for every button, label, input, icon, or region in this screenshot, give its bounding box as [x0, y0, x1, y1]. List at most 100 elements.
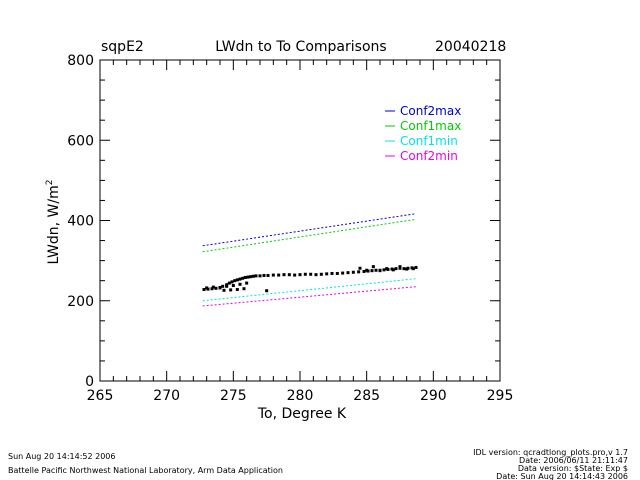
observation-point	[341, 271, 345, 275]
observation-point	[262, 273, 266, 277]
observation-point	[246, 275, 250, 279]
observation-point	[266, 273, 270, 277]
observation-point	[254, 274, 258, 278]
y-axis-label-superscript: 2	[45, 180, 55, 186]
observation-point	[230, 280, 234, 284]
observation-point	[210, 287, 214, 291]
observation-point	[229, 288, 233, 292]
observation-point	[205, 286, 209, 290]
series-line-conf1max	[202, 218, 417, 253]
date-label: 20040218	[435, 39, 506, 55]
observation-point	[303, 272, 307, 276]
observation-point	[394, 267, 398, 271]
observation-point	[346, 271, 350, 275]
observation-point	[325, 272, 329, 276]
y-axis-label-group: LWdn, W/m2	[45, 180, 62, 265]
y-axis-label-text: LWdn, W/m	[46, 185, 62, 264]
observation-point	[221, 284, 225, 288]
footer-institution: Battelle Pacific Northwest National Labo…	[8, 466, 283, 475]
y-tick-label: 800	[67, 53, 94, 69]
footer-data-version: Data version: $State: Exp $	[518, 464, 628, 473]
observation-point	[411, 267, 415, 271]
y-tick-label: 400	[67, 214, 94, 230]
x-tick-label: 285	[353, 388, 380, 404]
observation-point	[378, 269, 382, 273]
observation-point	[374, 268, 378, 272]
observation-point	[243, 275, 247, 279]
series-line-conf2min	[202, 286, 417, 307]
y-tick-label: 200	[67, 294, 94, 310]
x-tick-label: 275	[220, 388, 247, 404]
observation-point	[287, 273, 291, 277]
y-axis-label: LWdn, W/m2	[45, 180, 62, 265]
y-tick-label: 600	[67, 133, 94, 149]
observation-point	[405, 267, 409, 271]
observation-point	[398, 265, 402, 269]
observation-point	[249, 275, 253, 279]
observation-point	[202, 288, 206, 292]
footer-timestamp: Sun Aug 20 14:14:52 2006	[8, 452, 115, 461]
observation-point	[245, 281, 249, 285]
observation-point	[225, 283, 229, 287]
observation-point	[227, 281, 231, 285]
observation-point	[238, 282, 242, 286]
observation-point	[271, 273, 275, 277]
observation-point	[214, 286, 218, 290]
observation-point	[385, 267, 389, 271]
observation-point	[233, 279, 237, 283]
observation-point	[218, 286, 222, 290]
observation-point	[222, 288, 226, 292]
observation-point	[293, 273, 297, 277]
observation-point	[231, 284, 235, 288]
legend-label: Conf1min	[400, 134, 458, 148]
observation-point	[371, 265, 375, 269]
axis-tick-labels: 265 270 275 280 285 290 295 0 200 400 600 800	[67, 53, 513, 404]
legend-label: Conf2min	[400, 149, 458, 163]
legend-label: Conf1max	[400, 119, 461, 133]
observation-point	[335, 271, 339, 275]
observation-point	[351, 270, 355, 274]
x-tick-label: 280	[287, 388, 314, 404]
x-tick-label: 290	[420, 388, 447, 404]
observation-points	[202, 265, 418, 293]
observation-point	[365, 268, 369, 272]
legend-label: Conf2max	[400, 104, 461, 118]
observation-point	[414, 265, 418, 269]
x-tick-label: 295	[487, 388, 514, 404]
observation-point	[309, 272, 313, 276]
observation-point	[211, 285, 215, 289]
y-tick-label: 0	[85, 374, 94, 390]
observation-point	[382, 268, 386, 272]
observation-point	[251, 274, 255, 278]
footer-idl-version: IDL version: qcradtlong_plots.pro,v 1.7	[473, 448, 628, 457]
chart-title: LWdn to To Comparisons	[215, 39, 386, 55]
observation-point	[314, 273, 318, 277]
footer-run-date: Date: Sun Aug 20 14:14:43 2006	[496, 472, 628, 480]
site-label: sqpE2	[101, 39, 144, 55]
x-axis-label: To, Degree K	[257, 406, 347, 422]
observation-point	[235, 278, 239, 282]
x-tick-label: 270	[153, 388, 180, 404]
observation-point	[242, 287, 246, 291]
observation-point	[235, 288, 239, 292]
observation-point	[391, 268, 395, 272]
x-tick-label: 265	[87, 388, 114, 404]
footer-code-date: Date: 2006/06/11 21:11:47	[519, 456, 628, 465]
observation-point	[241, 276, 245, 280]
observation-point	[238, 277, 242, 281]
observation-point	[357, 270, 361, 274]
observation-point	[398, 266, 402, 270]
observation-point	[330, 271, 334, 275]
observation-point	[358, 266, 362, 270]
observation-point	[362, 269, 366, 273]
observation-point	[225, 284, 229, 288]
observation-point	[282, 273, 286, 277]
observation-point	[258, 274, 262, 278]
observation-point	[319, 272, 323, 276]
axis-ticks	[99, 59, 501, 382]
observation-point	[370, 269, 374, 273]
series-lines	[202, 213, 417, 307]
observation-point	[402, 267, 406, 271]
